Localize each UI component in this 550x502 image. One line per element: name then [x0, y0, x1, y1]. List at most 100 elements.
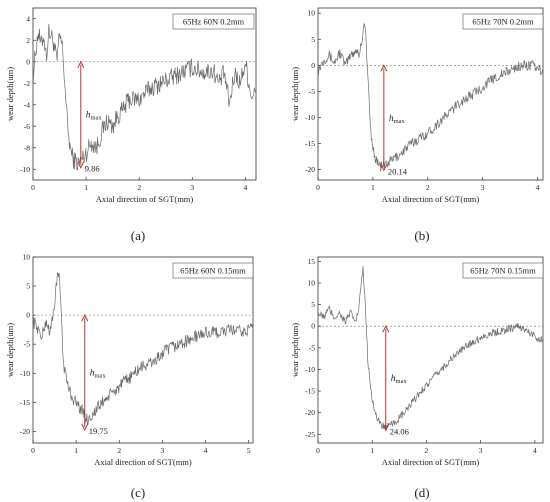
- plot-frame: [32, 7, 257, 181]
- y-tick-label: -5: [24, 340, 30, 349]
- y-tick-label: 0: [311, 61, 315, 70]
- x-tick-label: 1: [84, 183, 88, 192]
- hmax-arrow-head-bottom: [81, 423, 89, 432]
- y-tick-label: -10: [20, 369, 30, 378]
- hmax-label: hmax: [90, 369, 107, 380]
- hmax-label: hmax: [391, 374, 408, 385]
- hmax-value-label: 20.14: [388, 166, 408, 176]
- panel-label: (c): [131, 485, 145, 500]
- x-tick-label: 4: [244, 183, 248, 192]
- legend-text: 65Hz 60N 0.2mm: [183, 17, 245, 27]
- plot-frame: [317, 256, 544, 444]
- x-tick-label: 1: [371, 183, 375, 192]
- x-tick-label: 5: [247, 446, 251, 455]
- x-axis-label: Axial direction of SGT(mm): [382, 194, 480, 204]
- x-tick-label: 3: [479, 446, 483, 455]
- y-tick-label: 10: [308, 9, 316, 18]
- y-tick-label: 10: [308, 278, 316, 287]
- panel-label: (a): [131, 228, 145, 243]
- chart-panel-d: 0 1 2 3 4 15 10 5 0 -5 -10 -15 -20 -25 Axial direction…: [290, 256, 544, 500]
- hmax-arrow-head-top: [382, 325, 390, 333]
- hmax-arrow-head-bottom: [380, 164, 388, 172]
- x-tick-label: 2: [425, 446, 429, 455]
- x-tick-label: 3: [481, 183, 485, 192]
- y-tick-label: 10: [23, 253, 31, 262]
- legend-box: [462, 262, 544, 279]
- y-tick-label: 2: [26, 36, 30, 45]
- x-tick-label: 2: [137, 183, 141, 192]
- y-tick-label: -10: [305, 113, 315, 122]
- x-tick-label: 0: [316, 183, 320, 192]
- y-tick-label: -20: [20, 427, 30, 436]
- y-axis-label: wear depth(um): [5, 323, 15, 377]
- plot-frame: [32, 256, 254, 444]
- y-tick-label: -20: [305, 165, 315, 174]
- x-tick-label: 2: [426, 183, 430, 192]
- legend-box: [172, 262, 254, 279]
- chart-panel-a: 0 1 2 3 4 4 2 0 -2 -4 -6 -8 -10 Axial direction of SG…: [5, 7, 257, 243]
- chart-panel-b: 0 1 2 3 4 10 5 0 -5 -10 -15 -20 Axial direction of S…: [290, 7, 544, 243]
- y-tick-label: -15: [305, 387, 315, 396]
- panel-label: (b): [414, 228, 429, 243]
- hmax-arrow-head-bottom: [382, 424, 390, 432]
- wear-profile-line: [32, 271, 254, 425]
- x-tick-label: 4: [536, 183, 540, 192]
- plot-frame: [317, 7, 544, 181]
- y-tick-label: -20: [305, 408, 315, 417]
- y-tick-label: -4: [24, 100, 30, 109]
- legend-text: 65Hz 70N 0.15mm: [470, 266, 536, 276]
- x-tick-label: 4: [204, 446, 208, 455]
- y-axis-label: wear depth(um): [290, 67, 300, 121]
- y-tick-label: -8: [24, 143, 30, 152]
- legend-box: [462, 13, 544, 30]
- y-tick-label: -10: [305, 365, 315, 374]
- legend-text: 65Hz 70N 0.2mm: [472, 17, 534, 27]
- panel-label: (d): [414, 485, 429, 500]
- y-axis-label: wear depth(um): [290, 323, 300, 377]
- x-tick-label: 1: [74, 446, 78, 455]
- y-tick-label: -15: [20, 398, 30, 407]
- x-tick-label: 0: [316, 446, 320, 455]
- x-axis-label: Axial direction of SGT(mm): [382, 457, 480, 467]
- hmax-arrow-head-top: [380, 64, 388, 72]
- hmax-label: hmax: [389, 114, 406, 125]
- y-tick-label: 0: [311, 322, 315, 331]
- legend-text: 65Hz 60N 0.15mm: [180, 266, 246, 276]
- x-tick-label: 3: [190, 183, 194, 192]
- hmax-value-label: 19.75: [89, 426, 108, 436]
- x-tick-label: 0: [31, 183, 35, 192]
- hmax-label: hmax: [86, 111, 103, 122]
- y-tick-label: 0: [26, 311, 30, 320]
- legend-box: [172, 13, 255, 30]
- y-tick-label: 5: [311, 35, 315, 44]
- y-tick-label: -2: [24, 79, 30, 88]
- x-axis-label: Axial direction of SGT(mm): [94, 457, 192, 467]
- x-tick-label: 3: [161, 446, 165, 455]
- y-tick-label: 0: [26, 57, 30, 66]
- y-tick-label: -15: [305, 139, 315, 148]
- y-tick-label: 5: [311, 300, 315, 309]
- hmax-arrow-head-top: [81, 314, 89, 322]
- y-tick-label: -10: [20, 165, 30, 174]
- y-tick-label: -5: [309, 343, 315, 352]
- hmax-arrow-head-top: [77, 60, 85, 68]
- wear-profile-line: [32, 23, 257, 171]
- y-tick-label: -5: [309, 87, 315, 96]
- y-tick-label: 15: [308, 257, 316, 266]
- y-tick-label: 4: [26, 14, 30, 23]
- hmax-value-label: 24.06: [390, 426, 409, 436]
- x-axis-label: Axial direction of SGT(mm): [96, 194, 194, 204]
- x-tick-label: 0: [31, 446, 35, 455]
- x-tick-label: 2: [117, 446, 121, 455]
- y-tick-label: 5: [26, 282, 30, 291]
- y-axis-label: wear depth(um): [5, 67, 15, 121]
- wear-profile-line: [317, 23, 544, 172]
- hmax-arrow-head-bottom: [77, 161, 85, 169]
- y-tick-label: -6: [24, 122, 30, 131]
- y-tick-label: -25: [305, 430, 315, 439]
- x-tick-label: 4: [533, 446, 537, 455]
- hmax-value-label: 9.86: [85, 164, 100, 174]
- chart-panel-c: 0 1 2 3 4 5 10 5 0 -5 -10 -15 -20 Axial direction of …: [5, 253, 254, 500]
- wear-profile-line: [317, 266, 544, 431]
